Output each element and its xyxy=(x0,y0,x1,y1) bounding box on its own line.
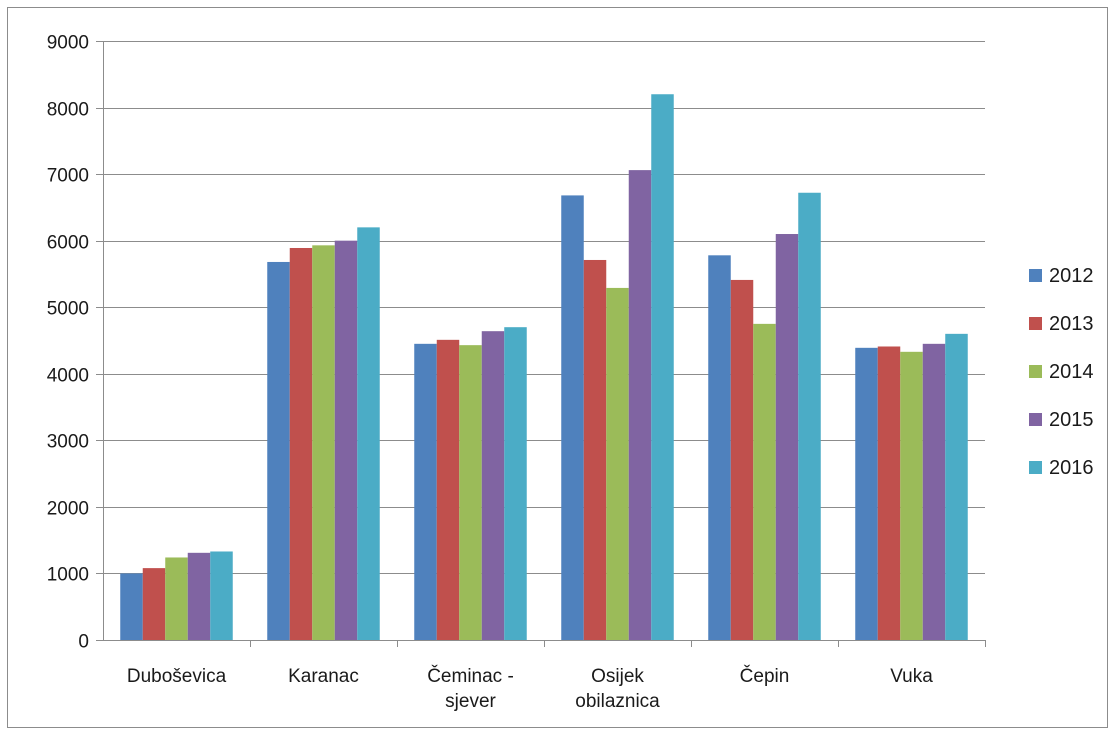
bar-2012 xyxy=(561,195,584,641)
x-tick-label-line: Osijek xyxy=(591,666,644,687)
bar-2013 xyxy=(142,568,166,640)
x-tick-label: Vuka xyxy=(890,666,933,687)
y-tick-label: 9000 xyxy=(47,33,89,54)
x-tick-label: Karanac xyxy=(288,666,359,687)
bar-2013 xyxy=(436,339,460,640)
x-tick-label-line: sjever xyxy=(445,691,496,712)
x-tick-label-line: Vuka xyxy=(890,666,933,687)
y-tick-label: 0 xyxy=(78,632,89,653)
bar-2014 xyxy=(753,323,776,640)
legend-swatch-2012 xyxy=(1029,269,1042,282)
bar-2016 xyxy=(210,551,233,640)
legend-label-2015: 2015 xyxy=(1049,409,1094,431)
bar-2012 xyxy=(120,573,143,640)
bar-2012 xyxy=(267,261,290,640)
bar-2013 xyxy=(289,247,313,640)
bar-2016 xyxy=(651,94,674,640)
bar-2014 xyxy=(312,245,335,640)
y-tick-label: 6000 xyxy=(47,233,89,254)
legend-label-2012: 2012 xyxy=(1049,265,1094,287)
x-tick-label: Osijek obilaznica xyxy=(575,666,660,712)
legend-swatch-2015 xyxy=(1029,413,1042,426)
legend-label-2014: 2014 xyxy=(1049,361,1094,383)
y-tick-label: 2000 xyxy=(47,499,89,520)
bar-2012 xyxy=(855,347,878,640)
bar-2013 xyxy=(583,259,607,640)
x-tick-label: Čeminac - sjever xyxy=(427,665,514,712)
legend-label-2016: 2016 xyxy=(1049,457,1094,479)
y-tick-label: 8000 xyxy=(47,100,89,121)
bar-2016 xyxy=(504,327,527,640)
x-tick-label-line: Karanac xyxy=(288,666,359,687)
y-tick-label: 5000 xyxy=(47,299,89,320)
x-tick-label: Duboševica xyxy=(127,666,227,687)
x-tick-label-line: Duboševica xyxy=(127,666,227,687)
bar-2013 xyxy=(877,346,901,640)
bar-2014 xyxy=(459,345,482,640)
bar-2012 xyxy=(708,255,731,640)
bar-2015 xyxy=(187,552,211,640)
bar-2016 xyxy=(945,333,968,640)
bar-2014 xyxy=(606,287,629,640)
bar-2015 xyxy=(628,170,652,640)
bar-2012 xyxy=(414,343,437,640)
y-tick-label: 7000 xyxy=(47,166,89,187)
bar-2015 xyxy=(775,234,799,640)
legend-label-2013: 2013 xyxy=(1049,313,1094,335)
x-tick-label: Čepin xyxy=(740,665,790,687)
legend-swatch-2016 xyxy=(1029,461,1042,474)
y-tick-label: 1000 xyxy=(47,565,89,586)
bar-2015 xyxy=(334,240,358,640)
x-tick-label-line: obilaznica xyxy=(575,691,660,712)
y-tick-label: 4000 xyxy=(47,366,89,387)
y-tick-label: 3000 xyxy=(47,432,89,453)
bar-2014 xyxy=(165,557,188,640)
x-tick-label-line: Čeminac - xyxy=(427,665,514,687)
bar-2015 xyxy=(922,343,946,640)
legend-swatch-2013 xyxy=(1029,317,1042,330)
bar-2016 xyxy=(357,227,380,640)
bar-2013 xyxy=(730,279,754,640)
bar-2016 xyxy=(798,192,821,640)
legend-swatch-2014 xyxy=(1029,365,1042,378)
bar-2015 xyxy=(481,331,505,640)
x-tick-label-line: Čepin xyxy=(740,665,790,687)
bar-2014 xyxy=(900,351,923,640)
